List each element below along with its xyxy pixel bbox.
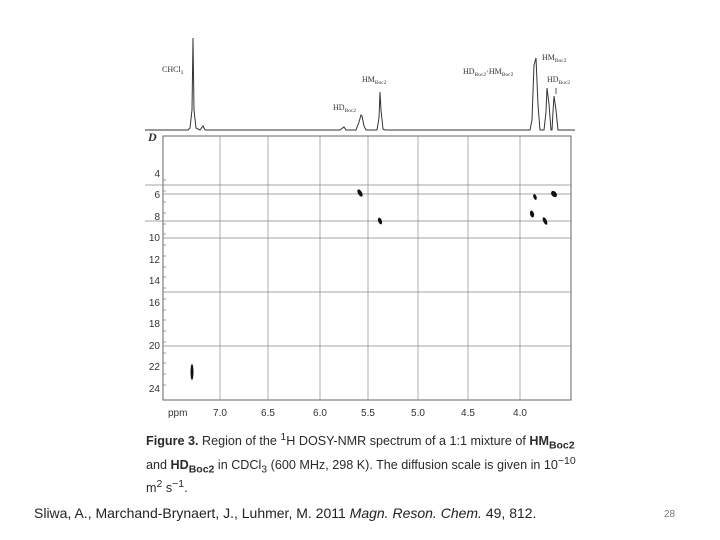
projection-spectrum bbox=[145, 37, 575, 131]
d-tick: 6 bbox=[154, 190, 160, 201]
hd-boc2-label: HDBoc2 bbox=[333, 103, 356, 114]
d-axis-tick-labels: 4 6 8 10 12 14 16 18 20 22 24 bbox=[149, 169, 161, 395]
cross-peak bbox=[190, 364, 194, 380]
d-axis-minor-ticks bbox=[163, 179, 166, 386]
cross-peak bbox=[551, 190, 557, 198]
d-tick: 22 bbox=[149, 362, 161, 373]
page-number: 28 bbox=[664, 509, 676, 520]
d-tick: 4 bbox=[154, 169, 160, 180]
vertical-grid bbox=[219, 136, 521, 400]
dosy-figure: CHCl3 HDBoc2 HMBoc2 HDBoc2·HMBoc2 HMBoc2… bbox=[145, 37, 575, 419]
ppm-tick: 6.5 bbox=[261, 408, 275, 419]
hd-boc2-right-label: HDBoc2 bbox=[547, 75, 570, 86]
cross-peak bbox=[377, 217, 383, 225]
chcl3-label: CHCl3 bbox=[162, 65, 184, 76]
figure-caption: Figure 3. Region of the 1H DOSY-NMR spec… bbox=[146, 431, 576, 496]
hd-hm-boc2-label: HDBoc2·HMBoc2 bbox=[463, 67, 514, 78]
figure-label: Figure 3. bbox=[146, 434, 199, 449]
citation: Sliwa, A., Marchand-Brynaert, J., Luhmer… bbox=[34, 505, 537, 521]
d-tick: 14 bbox=[149, 276, 161, 287]
cross-peak bbox=[529, 210, 535, 218]
ppm-tick: 4.0 bbox=[513, 408, 527, 419]
ppm-tick: 7.0 bbox=[213, 408, 227, 419]
d-tick: 18 bbox=[149, 319, 161, 330]
d-tick: 20 bbox=[149, 341, 161, 352]
d-tick: 8 bbox=[154, 212, 160, 223]
dosy-cross-peaks bbox=[190, 189, 557, 380]
hm-boc2-right-label: HMBoc2 bbox=[542, 53, 567, 64]
d-tick: 10 bbox=[149, 233, 161, 244]
horizontal-grid bbox=[145, 184, 571, 347]
ppm-tick: 4.5 bbox=[461, 408, 475, 419]
d-axis-label: D bbox=[147, 130, 157, 144]
ppm-axis-tick-labels: 7.0 6.5 6.0 5.5 5.0 4.5 4.0 bbox=[213, 408, 527, 419]
ppm-axis-label: ppm bbox=[168, 408, 187, 419]
ppm-tick: 5.5 bbox=[361, 408, 375, 419]
ppm-tick: 6.0 bbox=[313, 408, 327, 419]
d-tick: 16 bbox=[149, 298, 161, 309]
d-tick: 24 bbox=[149, 384, 161, 395]
cross-peak bbox=[533, 194, 537, 200]
plot-frame bbox=[162, 135, 572, 401]
ppm-tick: 5.0 bbox=[411, 408, 425, 419]
hm-boc2-label: HMBoc2 bbox=[362, 75, 387, 86]
journal-name: Magn. Reson. Chem. bbox=[349, 505, 482, 521]
cross-peak bbox=[542, 217, 548, 225]
d-tick: 12 bbox=[149, 255, 161, 266]
cross-peak bbox=[357, 189, 363, 197]
